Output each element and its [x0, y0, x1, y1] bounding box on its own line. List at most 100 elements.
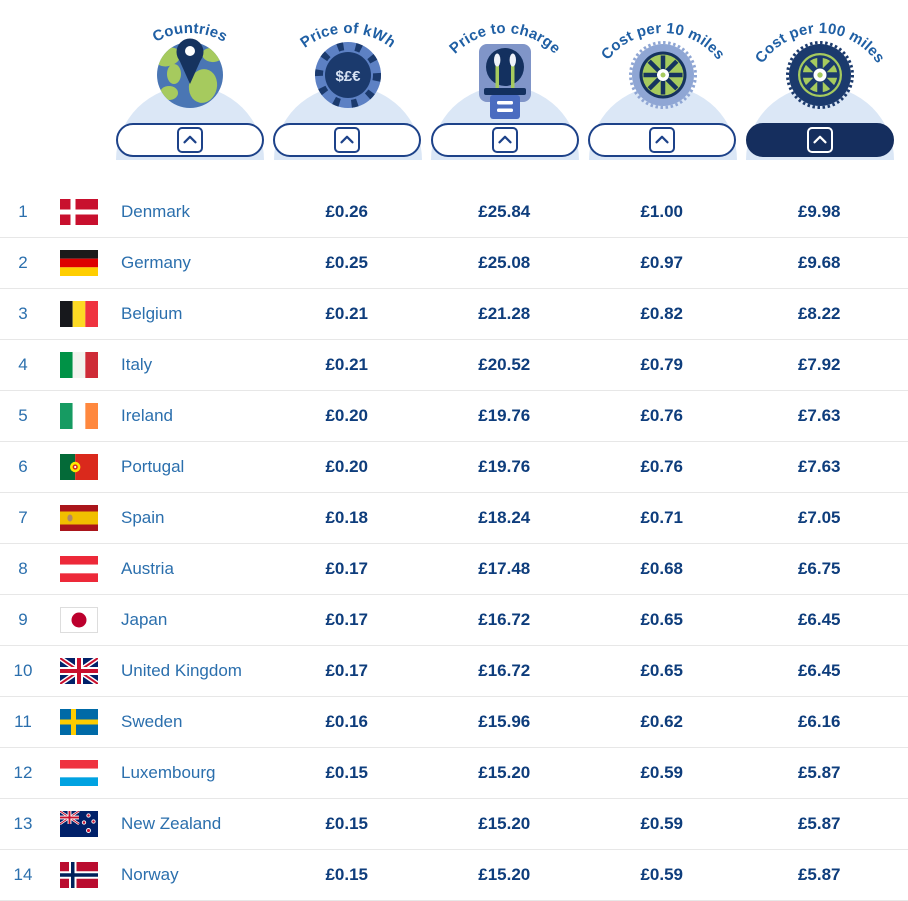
country-name: Japan	[121, 610, 168, 629]
flag-united-kingdom	[60, 658, 98, 684]
cost-per-10-miles-value: £0.59	[640, 763, 684, 782]
rank-cell: 1	[18, 202, 28, 221]
table-row: 1 Denmark £0.26 £25.84 £1.00 £9.98	[0, 187, 908, 238]
price-kwh-value: £0.20	[325, 406, 369, 425]
price-kwh-value: £0.15	[325, 814, 369, 833]
cost-per-100-miles-value: £6.16	[797, 712, 841, 731]
flag-italy	[60, 352, 98, 378]
rank-cell: 10	[13, 661, 33, 680]
cost-per-10-miles-value: £0.59	[640, 814, 684, 833]
country-name: Germany	[121, 253, 191, 272]
table-row: 3 Belgium £0.21 £21.28 £0.82 £8.22	[0, 289, 908, 340]
sort-button-cost-per-100-miles[interactable]	[745, 123, 894, 157]
flag-luxembourg	[60, 760, 98, 786]
plug-icon	[479, 44, 531, 119]
price-to-charge-value: £16.72	[478, 610, 531, 629]
sort-button-cost-per-10-miles[interactable]	[588, 123, 737, 157]
price-kwh-value: £0.21	[325, 355, 369, 374]
cost-per-10-miles-value: £0.68	[640, 559, 684, 578]
table-row: 14 Norway £0.15 £15.20 £0.59 £5.87	[0, 850, 908, 901]
country-name: Denmark	[121, 202, 190, 221]
rank-cell: 7	[18, 508, 28, 527]
price-kwh-value: £0.17	[325, 661, 369, 680]
cost-per-100-miles-value: £9.98	[797, 202, 841, 221]
country-table: 1 Denmark £0.26 £25.84 £1.00 £9.98 2 Ger…	[0, 187, 908, 901]
table-row: 9 Japan £0.17 £16.72 £0.65 £6.45	[0, 595, 908, 646]
sort-button-countries[interactable]	[115, 123, 264, 157]
price-to-charge-value: £17.48	[478, 559, 531, 578]
price-kwh-value: £0.17	[325, 610, 369, 629]
country-name: Ireland	[121, 406, 173, 425]
country-name: Norway	[121, 865, 179, 884]
flag-portugal	[60, 454, 98, 480]
sort-button-price-to-charge[interactable]	[430, 123, 579, 157]
cost-per-10-miles-value: £0.59	[640, 865, 684, 884]
table-row: 13 New Zealand £0.15 £15.20 £0.59 £5.87	[0, 799, 908, 850]
column-header-cost-per-100-miles: Cost per 100 miles	[741, 0, 899, 170]
sort-button-price-of-kwh[interactable]	[273, 123, 422, 157]
rank-cell: 6	[18, 457, 28, 476]
price-kwh-value: £0.17	[325, 559, 369, 578]
price-to-charge-value: £19.76	[478, 457, 531, 476]
flag-norway	[60, 862, 98, 888]
table-header: Countries $£€ Price of kWh	[0, 0, 908, 170]
cost-per-100-miles-value: £6.45	[797, 661, 841, 680]
price-to-charge-value: £16.72	[478, 661, 531, 680]
cost-per-100-miles-value: £5.87	[797, 865, 841, 884]
cost-per-100-miles-value: £6.45	[797, 610, 841, 629]
wheel-icon	[628, 41, 697, 109]
price-kwh-value: £0.15	[325, 763, 369, 782]
cost-per-10-miles-value: £0.76	[640, 457, 684, 476]
cost-per-10-miles-value: £0.97	[640, 253, 684, 272]
rank-cell: 11	[14, 712, 32, 731]
price-kwh-value: £0.15	[325, 865, 369, 884]
table-row: 6 Portugal £0.20 £19.76 £0.76 £7.63	[0, 442, 908, 493]
country-name: Luxembourg	[121, 763, 216, 782]
price-to-charge-value: £15.20	[478, 763, 531, 782]
rank-cell: 8	[18, 559, 28, 578]
cost-per-100-miles-value: £6.75	[797, 559, 841, 578]
cost-per-10-miles-value: £0.71	[640, 508, 684, 527]
price-to-charge-value: £21.28	[478, 304, 531, 323]
column-header-cost-per-10-miles: Cost per 10 miles	[584, 0, 742, 170]
chevron-up-icon	[806, 127, 833, 153]
price-kwh-value: £0.26	[325, 202, 369, 221]
cost-per-100-miles-value: £7.63	[797, 457, 841, 476]
price-to-charge-value: £15.96	[478, 712, 531, 731]
country-name: Portugal	[121, 457, 185, 476]
cost-per-100-miles-value: £7.92	[797, 355, 841, 374]
table-row: 12 Luxembourg £0.15 £15.20 £0.59 £5.87	[0, 748, 908, 799]
chevron-up-icon	[649, 127, 676, 153]
price-to-charge-value: £20.52	[478, 355, 531, 374]
flag-austria	[60, 556, 98, 582]
cost-per-100-miles-value: £5.87	[797, 763, 841, 782]
table-row: 2 Germany £0.25 £25.08 £0.97 £9.68	[0, 238, 908, 289]
table-row: 8 Austria £0.17 £17.48 £0.68 £6.75	[0, 544, 908, 595]
flag-ireland	[60, 403, 98, 429]
price-kwh-value: £0.21	[325, 304, 369, 323]
country-name: Spain	[121, 508, 165, 527]
price-kwh-value: £0.20	[325, 457, 369, 476]
flag-denmark	[60, 199, 98, 225]
coin-symbol: $£€	[335, 68, 361, 85]
country-name: United Kingdom	[121, 661, 242, 680]
country-name: Italy	[121, 355, 153, 374]
flag-new-zealand	[60, 811, 98, 837]
flag-germany	[60, 250, 98, 276]
table-row: 4 Italy £0.21 £20.52 £0.79 £7.92	[0, 340, 908, 391]
chevron-up-icon	[334, 127, 361, 153]
flag-japan	[60, 607, 98, 633]
cost-per-10-miles-value: £0.62	[640, 712, 684, 731]
country-name: Austria	[121, 559, 174, 578]
table-row: 7 Spain £0.18 £18.24 £0.71 £7.05	[0, 493, 908, 544]
rank-cell: 14	[13, 865, 33, 884]
rank-cell: 2	[18, 253, 28, 272]
country-name: Sweden	[121, 712, 183, 731]
cost-per-100-miles-value: £5.87	[797, 814, 841, 833]
column-header-price-of-kwh: $£€ Price of kWh	[269, 0, 427, 170]
cost-per-10-miles-value: £0.82	[640, 304, 684, 323]
cost-per-100-miles-value: £8.22	[797, 304, 841, 323]
column-figure: Cost per 100 miles	[746, 20, 894, 160]
cost-per-10-miles-value: £0.79	[640, 355, 684, 374]
